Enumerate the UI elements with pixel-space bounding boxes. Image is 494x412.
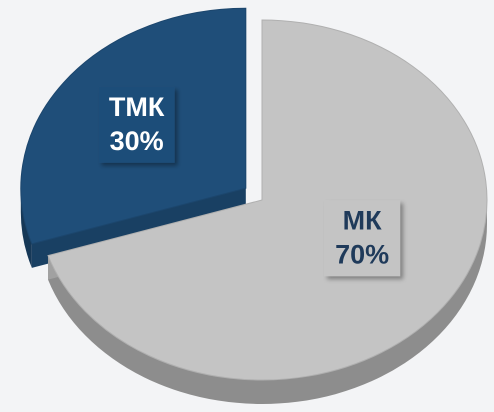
slice <box>47 19 488 404</box>
slice-value-label: 70% <box>335 239 389 269</box>
label-box <box>324 200 401 277</box>
slice-label: МК <box>343 205 382 235</box>
slice-top <box>47 19 488 381</box>
slice-value-label: 30% <box>110 126 164 156</box>
label-box <box>98 86 175 163</box>
slice-label: ТМК <box>109 92 165 122</box>
